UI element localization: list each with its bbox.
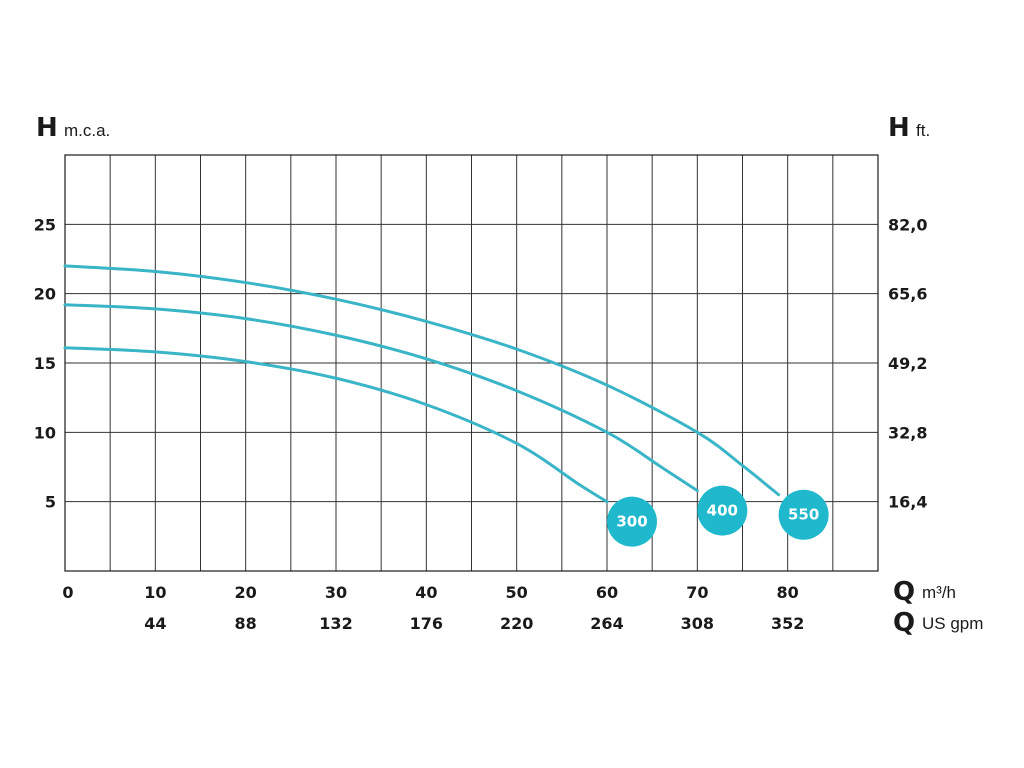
bottom-secondary-tick-label: 132 bbox=[319, 614, 352, 633]
bottom-primary-tick-label: 60 bbox=[596, 583, 618, 602]
badge-550 bbox=[778, 489, 829, 540]
left-tick-label: 20 bbox=[34, 285, 56, 304]
bottom-primary-tick-label: 10 bbox=[144, 583, 166, 602]
right-axis-unit: ft. bbox=[916, 121, 930, 140]
bottom-primary-axis-letter: Q bbox=[893, 577, 915, 607]
bottom-secondary-axis-letter: Q bbox=[893, 608, 915, 638]
bottom-primary-axis-unit: m³/h bbox=[922, 583, 956, 602]
bottom-primary-tick-label: 30 bbox=[325, 583, 347, 602]
curve-550 bbox=[63, 264, 781, 497]
performance-curves bbox=[63, 264, 781, 504]
curve-300 bbox=[63, 346, 609, 504]
left-tick-label: 25 bbox=[34, 215, 56, 234]
bottom-secondary-tick-label: 352 bbox=[771, 614, 804, 633]
badge-label-400: 400 bbox=[707, 502, 738, 520]
badge-300 bbox=[607, 496, 657, 547]
grid bbox=[65, 155, 878, 571]
bottom-secondary-tick-label: 220 bbox=[500, 614, 533, 633]
right-tick-label: 82,0 bbox=[888, 215, 927, 234]
bottom-primary-tick-label: 40 bbox=[415, 583, 437, 602]
bottom-secondary-axis-unit: US gpm bbox=[922, 614, 983, 633]
right-tick-label: 49,2 bbox=[888, 354, 927, 373]
curve-400 bbox=[63, 303, 699, 493]
left-tick-label: 10 bbox=[34, 423, 56, 442]
right-tick-label: 65,6 bbox=[888, 285, 927, 304]
bottom-secondary-tick-label: 44 bbox=[144, 614, 166, 633]
bottom-secondary-tick-label: 176 bbox=[410, 614, 443, 633]
badge-400 bbox=[697, 485, 748, 536]
left-axis-letter: H bbox=[36, 113, 58, 143]
left-tick-label: 5 bbox=[45, 493, 56, 512]
bottom-secondary-tick-label: 308 bbox=[681, 614, 714, 633]
bottom-primary-tick-label: 50 bbox=[506, 583, 528, 602]
badge-label-550: 550 bbox=[788, 506, 819, 524]
right-axis-letter: H bbox=[888, 113, 910, 143]
bottom-primary-tick-label: 20 bbox=[235, 583, 257, 602]
right-tick-label: 16,4 bbox=[888, 493, 927, 512]
bottom-secondary-tick-label: 264 bbox=[590, 614, 623, 633]
left-tick-label: 15 bbox=[34, 354, 56, 373]
bottom-primary-tick-label: 0 bbox=[62, 583, 73, 602]
badge-label-300: 300 bbox=[616, 513, 647, 531]
bottom-primary-tick-label: 80 bbox=[777, 583, 799, 602]
bottom-secondary-tick-label: 88 bbox=[235, 614, 257, 633]
bottom-primary-tick-label: 70 bbox=[686, 583, 708, 602]
left-axis-unit: m.c.a. bbox=[64, 121, 110, 140]
right-tick-label: 32,8 bbox=[888, 423, 927, 442]
model-badges: 300 400 550 bbox=[607, 485, 829, 547]
plot-frame bbox=[64, 154, 879, 572]
tick-labels: 5 10 15 20 25 16,4 32,8 49,2 65,6 82,0 0 10 20 30 40 50… bbox=[34, 215, 928, 633]
